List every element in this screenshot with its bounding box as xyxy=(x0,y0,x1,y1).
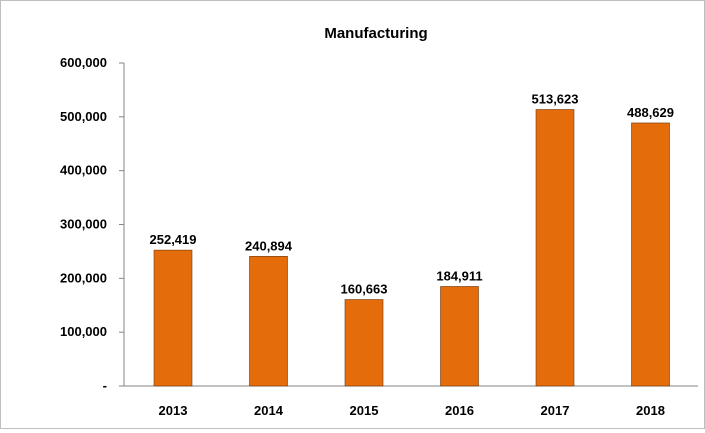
chart-bars xyxy=(153,109,670,387)
bar-2016 xyxy=(440,286,479,387)
x-tick-label-2017: 2017 xyxy=(541,403,570,418)
bar-2014 xyxy=(249,256,288,387)
y-tick-label: 300,000 xyxy=(60,217,107,232)
y-tick-label: - xyxy=(103,378,107,393)
bar-2017 xyxy=(535,109,575,387)
chart-title: Manufacturing xyxy=(324,25,427,42)
y-tick-label: 200,000 xyxy=(60,270,107,285)
bar-2013 xyxy=(153,249,193,387)
data-label-2015: 160,663 xyxy=(341,282,388,297)
chart-data-labels: 252,419 240,894 160,663 184,911 513,623 488,6… xyxy=(150,91,675,296)
y-tick-label: 400,000 xyxy=(60,163,107,178)
x-tick-label-2014: 2014 xyxy=(254,403,284,418)
x-tick-label-2018: 2018 xyxy=(636,403,665,418)
data-label-2013: 252,419 xyxy=(150,232,197,247)
data-label-2018: 488,629 xyxy=(627,105,674,120)
bar-2018 xyxy=(631,122,670,387)
y-tick-label: 600,000 xyxy=(60,55,107,70)
data-label-2017: 513,623 xyxy=(532,91,579,106)
data-label-2014: 240,894 xyxy=(245,238,293,253)
bar-2015 xyxy=(344,299,384,387)
y-tick-label: 500,000 xyxy=(60,109,107,124)
x-tick-label-2016: 2016 xyxy=(445,403,474,418)
x-tick-label-2013: 2013 xyxy=(159,403,188,418)
y-tick-label: 100,000 xyxy=(60,324,107,339)
data-label-2016: 184,911 xyxy=(436,268,482,283)
x-tick-label-2015: 2015 xyxy=(350,403,379,418)
chart-axes: - 100,000 200,000 300,000 400,000 500,000 600,… xyxy=(60,55,698,418)
